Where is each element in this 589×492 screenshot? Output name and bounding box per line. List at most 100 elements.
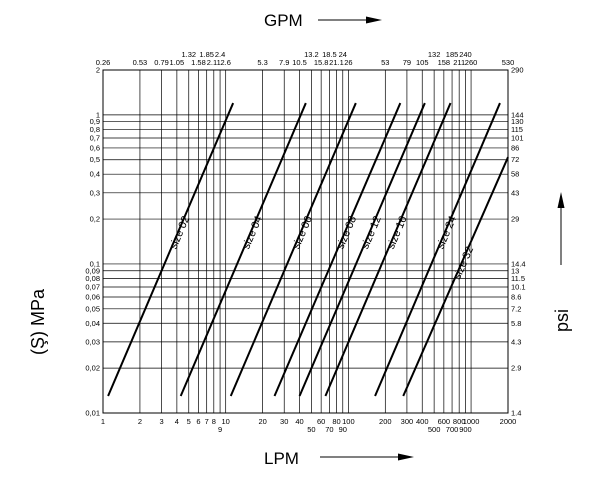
y-tick-label: 0,2 <box>90 215 100 224</box>
top-axis-arrow <box>318 16 382 24</box>
right-tick-label: 13 <box>511 266 519 275</box>
top-tick-label: 2.11 <box>207 58 221 67</box>
x-tick-label: 3 <box>159 417 163 426</box>
x-tick-label: 400 <box>416 417 429 426</box>
series-line <box>324 102 452 397</box>
top-tick-label: 15.8 <box>314 58 329 67</box>
top-tick-label: 2.6 <box>220 58 230 67</box>
y-tick-label: 0,02 <box>85 364 100 373</box>
y-tick-label: 0,09 <box>85 266 100 275</box>
top-tick-labels: 0.26 0.53 0.79 1.051.321.581.852.112.42.6 5.… <box>96 50 515 67</box>
right-tick-label: 2.9 <box>511 364 521 373</box>
x-tick-label: 500 <box>428 425 441 434</box>
x-tick-label: 80 <box>332 417 340 426</box>
right-tick-label: 5.8 <box>511 319 521 328</box>
series-line <box>374 102 501 397</box>
right-tick-label: 11.5 <box>511 274 525 283</box>
x-tick-label: 2 <box>138 417 142 426</box>
x-tick-label: 7 <box>205 417 209 426</box>
right-axis-arrow <box>557 192 565 265</box>
top-tick-label: 1.85 <box>199 50 214 59</box>
y-tick-label: 0,08 <box>85 274 100 283</box>
top-tick-label: 1.05 <box>170 58 185 67</box>
chart-grid <box>102 69 509 414</box>
right-tick-label: 115 <box>511 125 523 134</box>
series-label: size 24 <box>434 214 459 251</box>
x-tick-label: 70 <box>325 425 333 434</box>
y-tick-label: 1 <box>96 110 100 119</box>
y-tick-label: 0,06 <box>85 293 100 302</box>
top-tick-label: 0.53 <box>133 58 148 67</box>
right-tick-label: 86 <box>511 143 519 152</box>
top-tick-label: 240 <box>459 50 472 59</box>
y-tick-label: 0,05 <box>85 304 100 313</box>
bottom-axis-arrow <box>320 453 414 461</box>
x-tick-label: 90 <box>339 425 347 434</box>
top-tick-label: 530 <box>502 58 515 67</box>
right-tick-label: 14.4 <box>511 259 526 268</box>
y-tick-label: 0,4 <box>90 170 100 179</box>
x-tick-label: 30 <box>280 417 288 426</box>
series-label: size 04 <box>240 214 265 251</box>
right-tick-label: 144 <box>511 110 524 119</box>
size-series-lines <box>107 102 509 397</box>
right-axis-title: psi <box>552 309 572 332</box>
y-tick-label: 0,5 <box>90 155 100 164</box>
plot-frame <box>102 69 509 414</box>
top-tick-label: 2.4 <box>215 50 225 59</box>
top-tick-label: 1.32 <box>181 50 196 59</box>
top-tick-label: 0.79 <box>154 58 169 67</box>
x-tick-label: 6 <box>196 417 200 426</box>
series-line <box>107 102 235 397</box>
y-tick-label: 0,6 <box>90 143 100 152</box>
top-tick-label: 132 <box>428 50 441 59</box>
top-tick-label: 79 <box>403 58 411 67</box>
series-line <box>298 102 426 397</box>
x-tick-label: 8 <box>212 417 216 426</box>
top-tick-label: 5.3 <box>257 58 267 67</box>
right-tick-label: 10.1 <box>511 283 526 292</box>
x-tick-label: 600 <box>438 417 451 426</box>
right-tick-label: 8.6 <box>511 293 521 302</box>
y-tick-label: 0,03 <box>85 337 100 346</box>
top-tick-label: 7.9 <box>279 58 289 67</box>
x-tick-label: 1000 <box>463 417 480 426</box>
top-tick-label: 10.5 <box>292 58 307 67</box>
right-tick-label: 58 <box>511 170 519 179</box>
series-label: size 12 <box>359 214 384 251</box>
series-line <box>229 102 357 397</box>
x-tick-label: 200 <box>379 417 392 426</box>
x-tick-label: 900 <box>459 425 472 434</box>
top-tick-label: 26 <box>344 58 352 67</box>
x-tick-label: 1 <box>101 417 105 426</box>
x-tick-label: 40 <box>295 417 303 426</box>
top-tick-label: 211 <box>453 58 465 67</box>
top-tick-label: 53 <box>381 58 389 67</box>
right-tick-label: 101 <box>511 133 524 142</box>
right-tick-label: 130 <box>511 117 524 126</box>
right-tick-label: 4.3 <box>511 337 521 346</box>
series-label: size 08 <box>334 214 359 251</box>
y-tick-label: 2 <box>96 66 100 75</box>
y-tick-label: 0,1 <box>90 259 100 268</box>
top-tick-label: 1.58 <box>191 58 206 67</box>
x-tick-label: 800 <box>453 417 466 426</box>
x-tick-label: 50 <box>307 425 315 434</box>
y-tick-label: 0,04 <box>85 319 100 328</box>
y-tick-label: 0,01 <box>85 409 100 418</box>
x-tick-label: 9 <box>218 425 222 434</box>
x-tick-label: 2000 <box>500 417 517 426</box>
series-line <box>179 102 307 397</box>
top-tick-label: 260 <box>465 58 478 67</box>
left-axis-title: (Ş) MPa <box>28 288 48 355</box>
series-label: size 16 <box>385 214 410 251</box>
x-tick-label: 4 <box>175 417 179 426</box>
x-tick-label: 300 <box>401 417 414 426</box>
x-tick-label: 700 <box>446 425 459 434</box>
bottom-axis-title: LPM <box>264 449 299 468</box>
top-tick-label: 185 <box>446 50 459 59</box>
y-tick-label: 0,9 <box>90 117 100 126</box>
